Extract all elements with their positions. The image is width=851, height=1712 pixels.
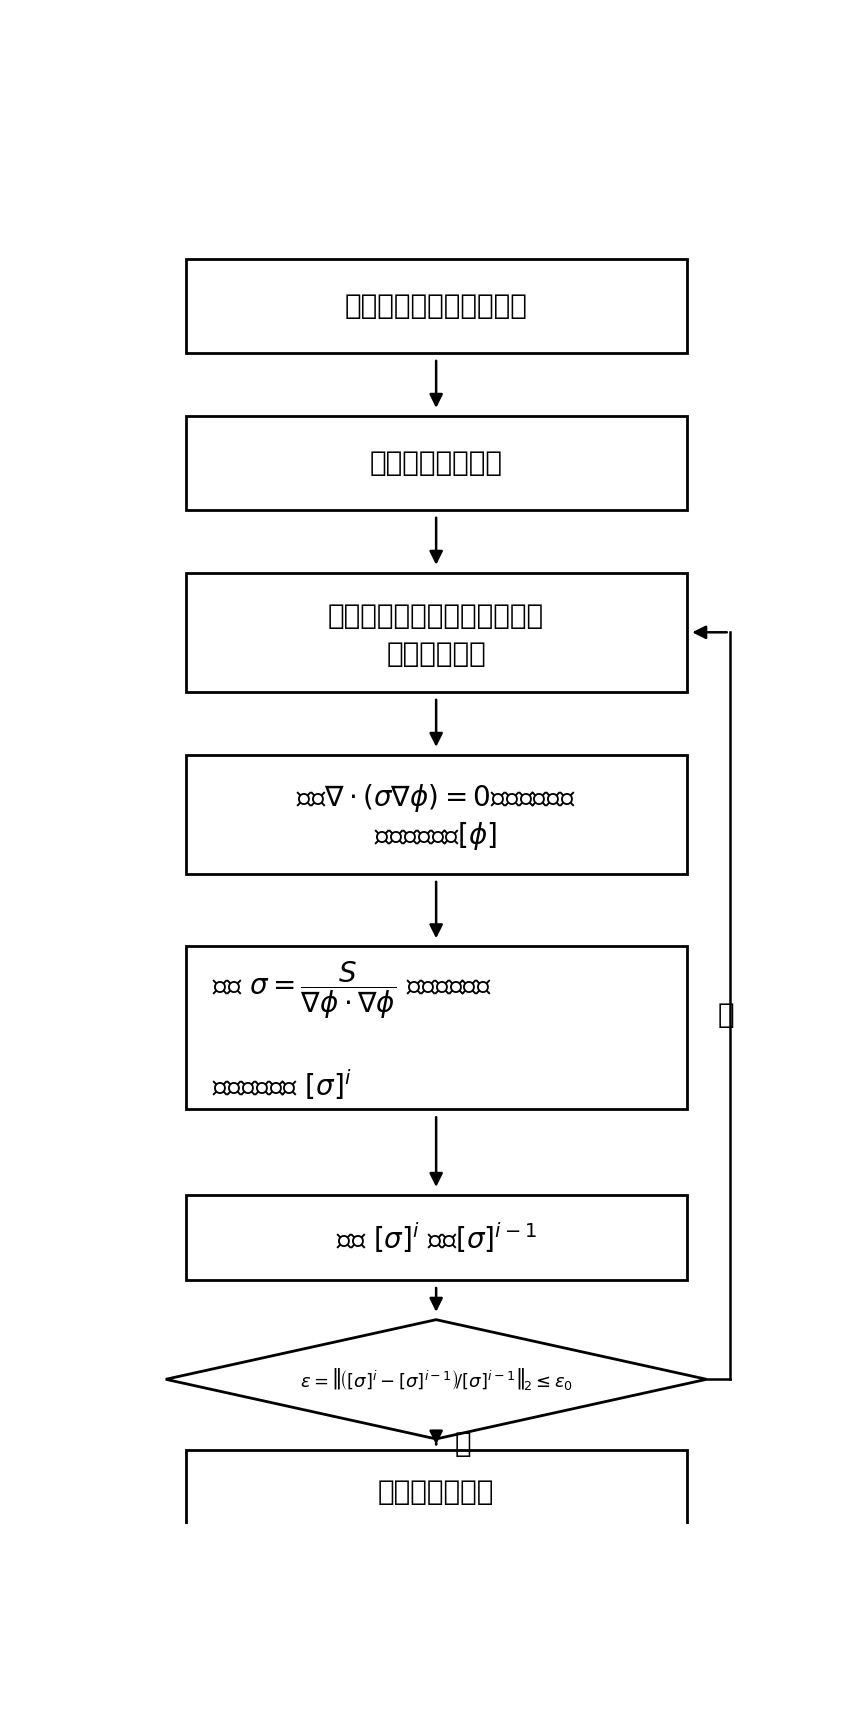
Text: 求解新的导率 $[\sigma]^i$: 求解新的导率 $[\sigma]^i$ <box>212 1067 351 1101</box>
Polygon shape <box>166 1320 706 1438</box>
Text: 是: 是 <box>454 1430 471 1459</box>
Text: 对目标体进行空间离散，设定: 对目标体进行空间离散，设定 <box>328 601 544 630</box>
FancyBboxPatch shape <box>186 416 687 510</box>
FancyBboxPatch shape <box>186 947 687 1109</box>
Text: 利用 $\sigma = \dfrac{S}{\nabla\phi \cdot \nabla\phi}$ 和标量电位，: 利用 $\sigma = \dfrac{S}{\nabla\phi \cdot … <box>212 959 492 1020</box>
Text: 获取注入电流式热声信号: 获取注入电流式热声信号 <box>345 291 528 320</box>
Text: 获取标量电位$[\phi]$: 获取标量电位$[\phi]$ <box>374 820 498 853</box>
Text: 电导率的初值: 电导率的初值 <box>386 640 486 668</box>
FancyBboxPatch shape <box>186 572 687 692</box>
Text: 完成电导率求解: 完成电导率求解 <box>378 1477 494 1507</box>
FancyBboxPatch shape <box>186 1195 687 1281</box>
FancyBboxPatch shape <box>186 755 687 873</box>
FancyBboxPatch shape <box>186 259 687 353</box>
Text: $\varepsilon = \left\|\!\left([\sigma]^i - [\sigma]^{i-1}\right)\!/[\sigma]^{i-1: $\varepsilon = \left\|\!\left([\sigma]^i… <box>300 1366 573 1392</box>
Text: 获取目标体热声源: 获取目标体热声源 <box>369 449 503 478</box>
Text: 根据$\nabla \cdot (\sigma\nabla\phi) = 0$和边界条件，: 根据$\nabla \cdot (\sigma\nabla\phi) = 0$和… <box>296 782 576 813</box>
Text: 否: 否 <box>718 1002 734 1029</box>
Text: 利用 $[\sigma]^i$ 替换$[\sigma]^{i-1}$: 利用 $[\sigma]^i$ 替换$[\sigma]^{i-1}$ <box>336 1221 536 1255</box>
FancyBboxPatch shape <box>186 1450 687 1536</box>
